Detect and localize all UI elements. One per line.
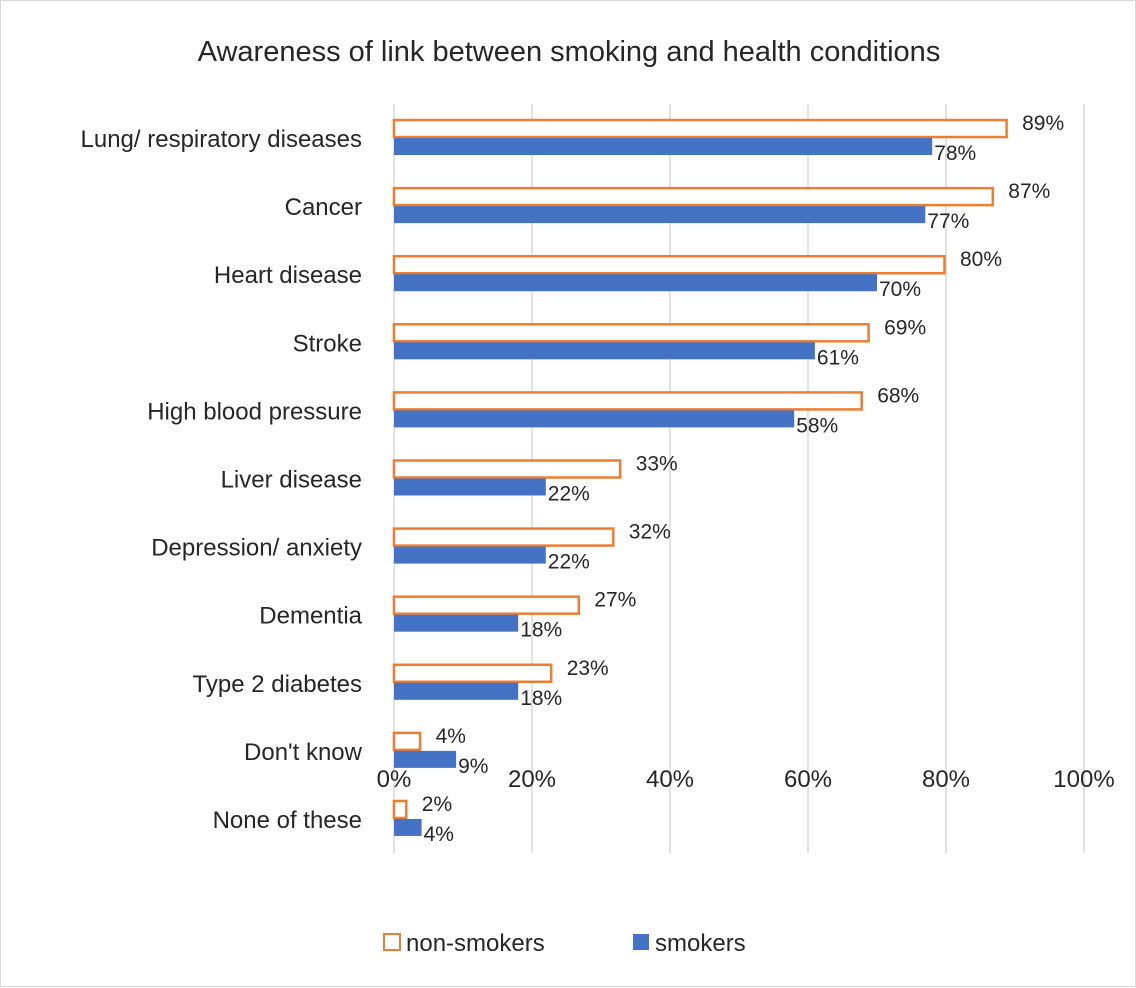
bar-non-smokers — [392, 391, 863, 411]
bar-non-smokers — [392, 595, 581, 615]
bar-non-smokers — [392, 323, 870, 343]
bar-smokers — [394, 138, 933, 156]
data-label-smokers: 61% — [817, 346, 859, 369]
bar-smokers — [394, 206, 926, 224]
data-label-non-smokers: 32% — [629, 521, 671, 544]
data-label-smokers: 78% — [934, 142, 976, 165]
category-label: Don't know — [244, 739, 363, 766]
bar-non-smokers — [392, 527, 615, 547]
bar-non-smokers — [392, 118, 1008, 139]
bar-smokers — [394, 274, 877, 292]
category-label: Stroke — [293, 330, 362, 357]
data-label-non-smokers: 23% — [567, 657, 609, 680]
data-label-smokers: 22% — [548, 483, 590, 506]
data-label-smokers: 4% — [424, 823, 454, 846]
x-tick-label: 100% — [1053, 766, 1114, 793]
bar-non-smokers — [392, 459, 622, 479]
labels: 0% 20% 40% 60% 80% 100% Lung/ respiratory dise… — [81, 112, 1115, 846]
data-label-non-smokers: 89% — [1022, 112, 1064, 135]
bar-smokers — [394, 478, 546, 496]
category-label: Cancer — [285, 194, 362, 221]
category-label: Depression/ anxiety — [151, 535, 362, 562]
bar-non-smokers — [392, 254, 946, 275]
data-label-smokers: 18% — [520, 687, 562, 710]
data-label-non-smokers: 2% — [422, 793, 452, 816]
data-label-smokers: 22% — [548, 551, 590, 574]
data-label-non-smokers: 27% — [594, 589, 636, 612]
bar-non-smokers — [392, 663, 553, 684]
legend-swatch-smokers — [633, 934, 649, 950]
data-label-smokers: 77% — [927, 210, 969, 233]
data-label-smokers: 9% — [458, 755, 488, 778]
category-label: None of these — [213, 807, 362, 834]
data-label-smokers: 58% — [796, 414, 838, 437]
bar-smokers — [394, 410, 795, 428]
legend-label-non-smokers: non-smokers — [406, 930, 545, 957]
bars — [392, 118, 1008, 836]
legend-swatch-non-smokers — [383, 933, 401, 951]
bar-smokers — [394, 750, 457, 768]
bar-smokers — [394, 342, 815, 360]
category-label: Liver disease — [221, 467, 362, 494]
category-label: Dementia — [259, 603, 362, 630]
legend-label-smokers: smokers — [655, 930, 746, 957]
category-label: Type 2 diabetes — [193, 671, 362, 698]
bar-non-smokers — [392, 186, 995, 207]
data-label-non-smokers: 33% — [636, 453, 678, 476]
legend: non-smokers smokers — [383, 930, 746, 957]
data-label-non-smokers: 69% — [884, 316, 926, 339]
data-label-smokers: 18% — [520, 619, 562, 642]
category-label: Heart disease — [214, 262, 362, 289]
data-label-non-smokers: 68% — [877, 384, 919, 407]
bar-non-smokers — [392, 731, 422, 752]
bar-smokers — [394, 818, 422, 836]
bar-smokers — [394, 614, 519, 632]
x-tick-label: 0% — [377, 766, 412, 793]
x-tick-label: 60% — [784, 766, 832, 793]
chart-title: Awareness of link between smoking and he… — [198, 36, 941, 68]
gridlines — [393, 104, 1085, 853]
data-label-smokers: 70% — [879, 278, 921, 301]
bar-smokers — [394, 546, 546, 564]
bar-smokers — [394, 682, 519, 700]
x-tick-label: 40% — [646, 766, 694, 793]
category-label: Lung/ respiratory diseases — [81, 126, 362, 153]
x-tick-label: 20% — [508, 766, 556, 793]
data-label-non-smokers: 4% — [436, 725, 466, 748]
bar-non-smokers — [392, 799, 408, 820]
x-tick-label: 80% — [922, 766, 970, 793]
category-label: High blood pressure — [147, 398, 362, 425]
data-label-non-smokers: 80% — [960, 248, 1002, 271]
data-label-non-smokers: 87% — [1008, 180, 1050, 203]
